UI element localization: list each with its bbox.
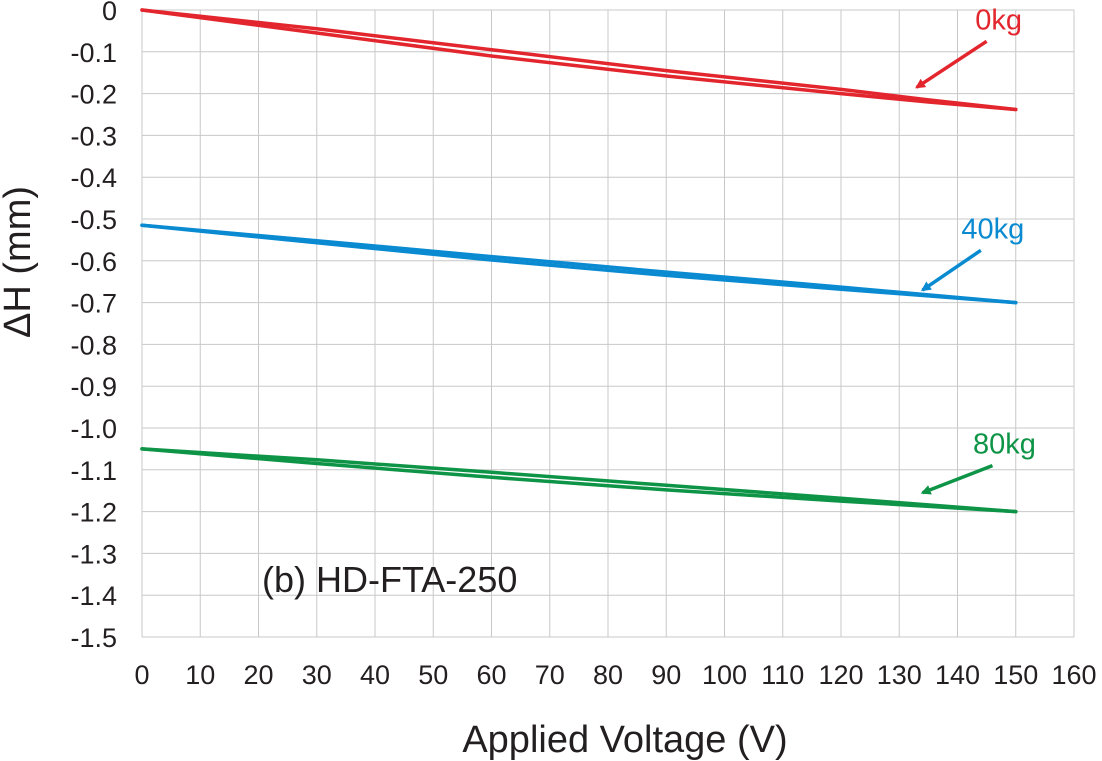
x-tick-label: 70 [535, 660, 565, 690]
y-tick-label: -0.5 [70, 205, 117, 235]
series-arrow-80kg [920, 463, 994, 495]
y-tick-label: -0.8 [70, 330, 117, 360]
y-axis-title: ΔH (mm) [0, 186, 39, 338]
x-tick-label: 130 [877, 660, 922, 690]
y-tick-label: -0.1 [70, 38, 117, 68]
y-tick-label: -0.9 [70, 372, 117, 402]
series-line-80kg-unloading [140, 447, 1018, 514]
series-arrow-40kg [920, 248, 982, 292]
x-tick-label: 80 [593, 660, 623, 690]
x-tick-label: 60 [476, 660, 506, 690]
series-arrow-0kg [915, 39, 988, 89]
y-tick-labels: 0 -0.1 -0.2 -0.3 -0.4 -0.5 -0.6 -0.7 -0.8 -0.9 -1.… [70, 0, 117, 653]
series-line-0kg-unloading [140, 8, 1018, 112]
x-tick-label: 50 [418, 660, 448, 690]
series-labels: 0kg 40kg 80kg [915, 4, 1036, 495]
x-tick-label: 110 [761, 660, 804, 690]
x-tick-label: 100 [702, 660, 747, 690]
y-tick-label: -1.3 [70, 539, 117, 569]
y-tick-label: -1.2 [70, 498, 117, 528]
y-tick-label: -0.3 [70, 121, 117, 151]
series-label-40kg: 40kg [961, 213, 1024, 245]
x-tick-label: 30 [302, 660, 332, 690]
y-tick-label: -0.4 [70, 163, 117, 193]
x-tick-label: 90 [651, 660, 681, 690]
x-tick-label: 150 [993, 660, 1038, 690]
x-tick-label: 120 [818, 660, 863, 690]
y-tick-label: 0 [102, 0, 117, 26]
y-tick-label: -1.5 [70, 623, 117, 653]
series-lines [140, 8, 1018, 514]
x-tick-label: 140 [935, 660, 980, 690]
y-tick-label: -1.1 [70, 456, 117, 486]
series-line-40kg-unloading [140, 223, 1018, 305]
series-label-80kg: 80kg [973, 429, 1036, 461]
y-tick-label: -1.4 [70, 581, 117, 611]
series-line-0kg-loading [140, 8, 1018, 112]
y-tick-label: -1.0 [70, 414, 117, 444]
x-axis-title: Applied Voltage (V) [462, 719, 787, 761]
x-tick-labels: 0 10 20 30 40 50 60 70 80 90 100 110 120 130 140 150 160 [134, 660, 1096, 690]
chart-annotation: (b) HD-FTA-250 [262, 559, 517, 600]
y-tick-label: -0.2 [70, 80, 117, 110]
x-tick-label: 40 [360, 660, 390, 690]
x-tick-label: 160 [1051, 660, 1096, 690]
x-tick-label: 10 [185, 660, 215, 690]
series-label-0kg: 0kg [975, 4, 1022, 36]
grid [141, 9, 1075, 638]
x-tick-label: 0 [134, 660, 149, 690]
series-line-80kg-loading [140, 447, 1018, 514]
x-tick-label: 20 [243, 660, 273, 690]
y-tick-label: -0.7 [70, 289, 117, 319]
y-tick-label: -0.6 [70, 247, 117, 277]
